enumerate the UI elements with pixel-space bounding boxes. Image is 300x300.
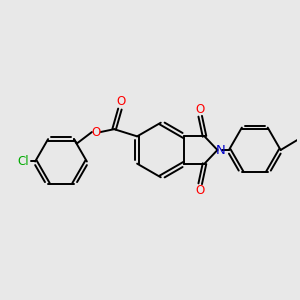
Text: O: O [116,95,125,108]
Text: Cl: Cl [18,155,29,168]
Text: O: O [196,103,205,116]
Text: O: O [196,184,205,197]
Text: O: O [92,125,101,139]
Text: N: N [215,143,225,157]
